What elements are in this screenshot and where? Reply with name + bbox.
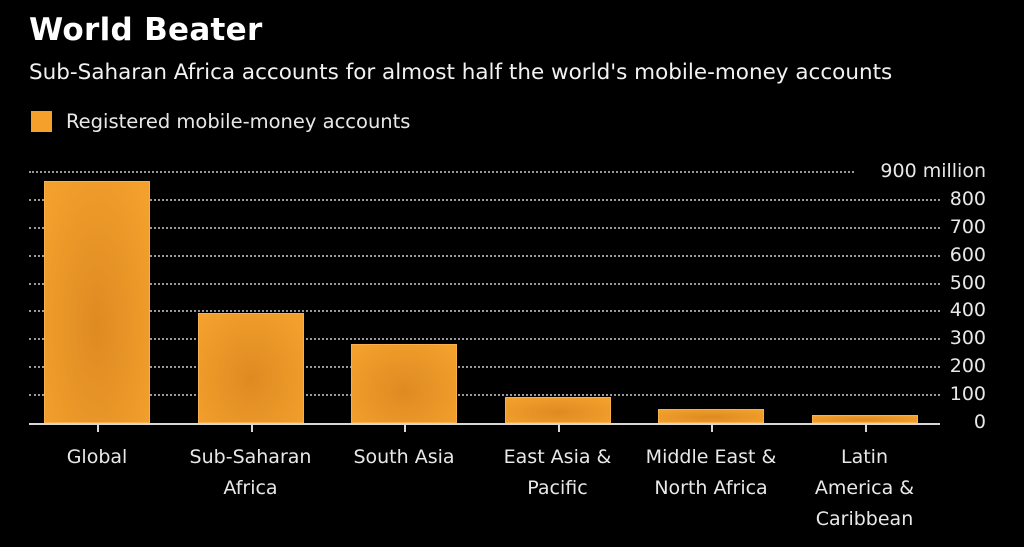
legend-label: Registered mobile-money accounts <box>66 110 411 133</box>
x-tick <box>250 424 253 432</box>
x-tick-label: Sub-Saharan Africa <box>189 446 312 499</box>
y-tick-label: 0 <box>973 411 986 433</box>
gridline <box>29 171 854 173</box>
bar <box>44 180 150 423</box>
x-tick <box>404 424 406 432</box>
gridline <box>29 198 940 201</box>
legend-swatch-icon <box>31 111 52 132</box>
y-tick-label: 900 million <box>880 160 986 182</box>
x-tick-label: East Asia & Pacific <box>503 446 612 499</box>
gridline <box>29 226 940 229</box>
gridline <box>29 338 940 341</box>
x-tick <box>864 424 867 432</box>
y-tick-label: 800 <box>949 187 986 210</box>
x-tick-label: South Asia <box>353 446 455 468</box>
x-axis-line <box>29 423 940 425</box>
bar <box>197 312 304 423</box>
gridline <box>29 282 940 285</box>
chart-subtitle: Sub-Saharan Africa accounts for almost h… <box>29 60 893 85</box>
chart-title: World Beater <box>29 12 263 48</box>
bar <box>504 397 611 423</box>
bar <box>658 409 764 423</box>
y-tick-label: 300 <box>949 327 986 350</box>
gridline <box>29 310 940 313</box>
gridline <box>29 366 940 369</box>
gridline <box>29 394 940 397</box>
x-tick <box>97 424 99 432</box>
y-tick-label: 600 <box>949 243 986 266</box>
y-tick-label: 700 <box>949 215 986 238</box>
y-tick-label: 500 <box>949 271 986 294</box>
y-tick-label: 200 <box>949 355 986 378</box>
bar <box>351 344 457 423</box>
bar <box>811 414 918 423</box>
legend: Registered mobile-money accounts <box>31 110 410 133</box>
y-tick-label: 400 <box>949 299 986 322</box>
gridline <box>29 254 940 257</box>
x-tick <box>711 424 713 432</box>
x-tick-label: Latin America & Caribbean <box>814 446 915 530</box>
y-tick-label: 100 <box>949 383 986 406</box>
x-tick-label: Global <box>66 446 128 468</box>
x-tick-label: Middle East & North Africa <box>645 446 777 499</box>
x-tick <box>557 424 560 432</box>
